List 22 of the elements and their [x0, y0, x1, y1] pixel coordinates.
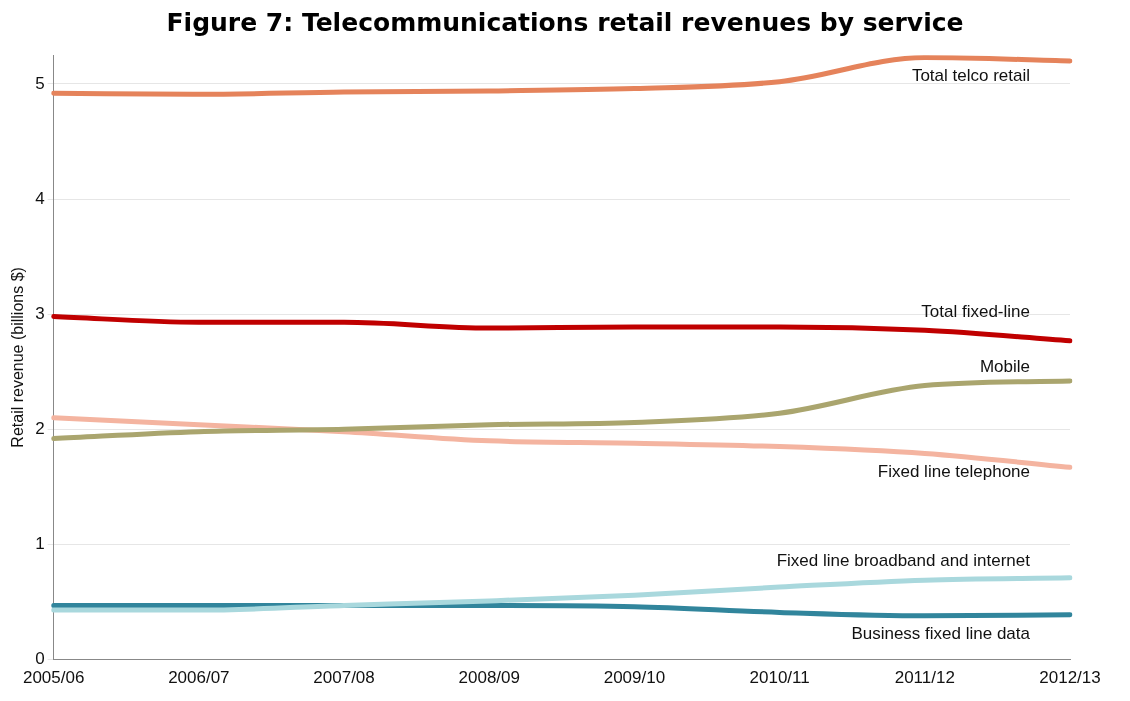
y-tick-label: 3: [35, 303, 45, 323]
series-label: Fixed line telephone: [877, 461, 1030, 481]
x-tick-label: 2010/11: [749, 668, 810, 688]
x-tick-label: 2011/12: [894, 668, 955, 688]
series-label: Total fixed-line: [921, 301, 1030, 321]
x-tick-label: 2006/07: [168, 668, 230, 688]
x-tick-label: 2009/10: [603, 668, 666, 688]
x-tick-label: 2012/13: [1039, 668, 1101, 688]
x-tick-label: 2007/08: [313, 668, 375, 688]
y-tick-label: 1: [35, 534, 45, 554]
chart-title: Figure 7: Telecommunications retail revenues by service: [165, 8, 965, 39]
y-tick-label: 2: [35, 419, 45, 439]
y-tick-label: 5: [35, 73, 45, 93]
series-label: Fixed line broadband and internet: [776, 551, 1031, 571]
y-axis-title: Retail revenue (billions $): [9, 267, 27, 448]
series-label: Total telco retail: [911, 65, 1030, 85]
x-tick-label: 2008/09: [458, 668, 520, 688]
y-tick-label: 4: [35, 188, 45, 208]
series-label: Mobile: [979, 356, 1030, 376]
y-tick-label: 0: [35, 649, 45, 669]
x-tick-label: 2005/06: [22, 668, 85, 688]
series-label: Business fixed line data: [851, 624, 1031, 644]
